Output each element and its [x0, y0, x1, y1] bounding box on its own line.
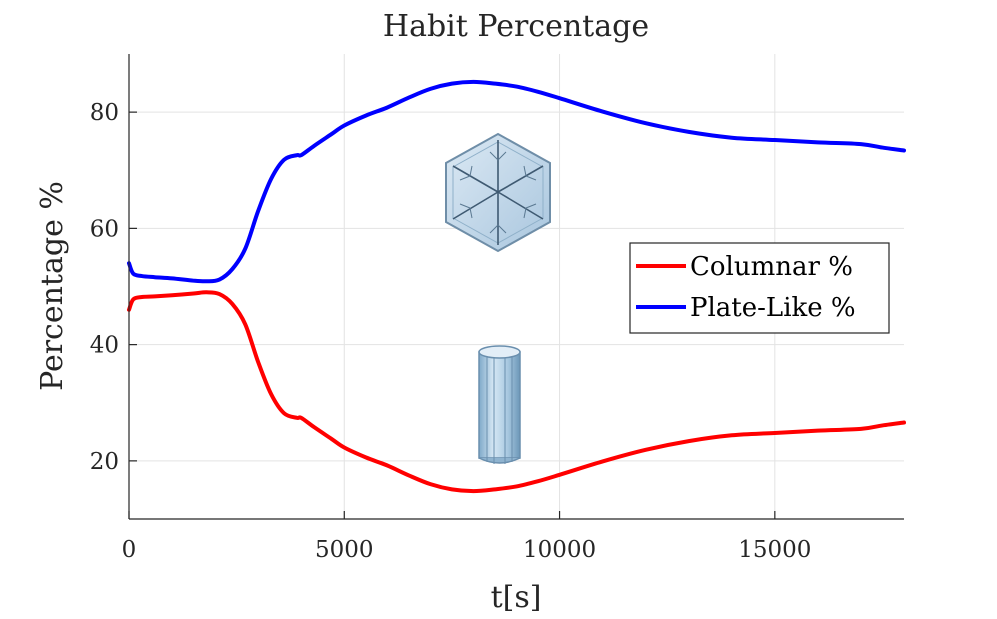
- legend: Columnar % Plate-Like %: [629, 242, 890, 334]
- x-tick-label: 10000: [523, 537, 596, 563]
- series-line-columnar: [127, 290, 906, 494]
- y-axis-label: Percentage %: [35, 181, 70, 391]
- x-axis-label: t[s]: [491, 580, 542, 615]
- x-tick-label: 0: [122, 537, 137, 563]
- legend-label-plate-like: Plate-Like %: [690, 293, 856, 323]
- y-tick-label: 20: [90, 449, 119, 475]
- y-tick-label: 60: [90, 216, 119, 242]
- chart-title: Habit Percentage: [383, 9, 649, 44]
- y-tick-label: 40: [90, 333, 119, 359]
- legend-box: [629, 242, 890, 334]
- series-layer: [127, 79, 906, 494]
- y-tick-label: 80: [90, 100, 119, 126]
- x-tick-label: 15000: [738, 537, 811, 563]
- ticks: 0 5000 10000 15000 20 40 60 80: [90, 100, 812, 563]
- x-tick-label: 5000: [315, 537, 374, 563]
- legend-label-columnar: Columnar %: [690, 252, 853, 282]
- snowflake-plate-crystal-illustration: [445, 132, 551, 253]
- hexagonal-column-crystal-illustration: [478, 345, 521, 464]
- series-line-plate-like: [127, 79, 906, 284]
